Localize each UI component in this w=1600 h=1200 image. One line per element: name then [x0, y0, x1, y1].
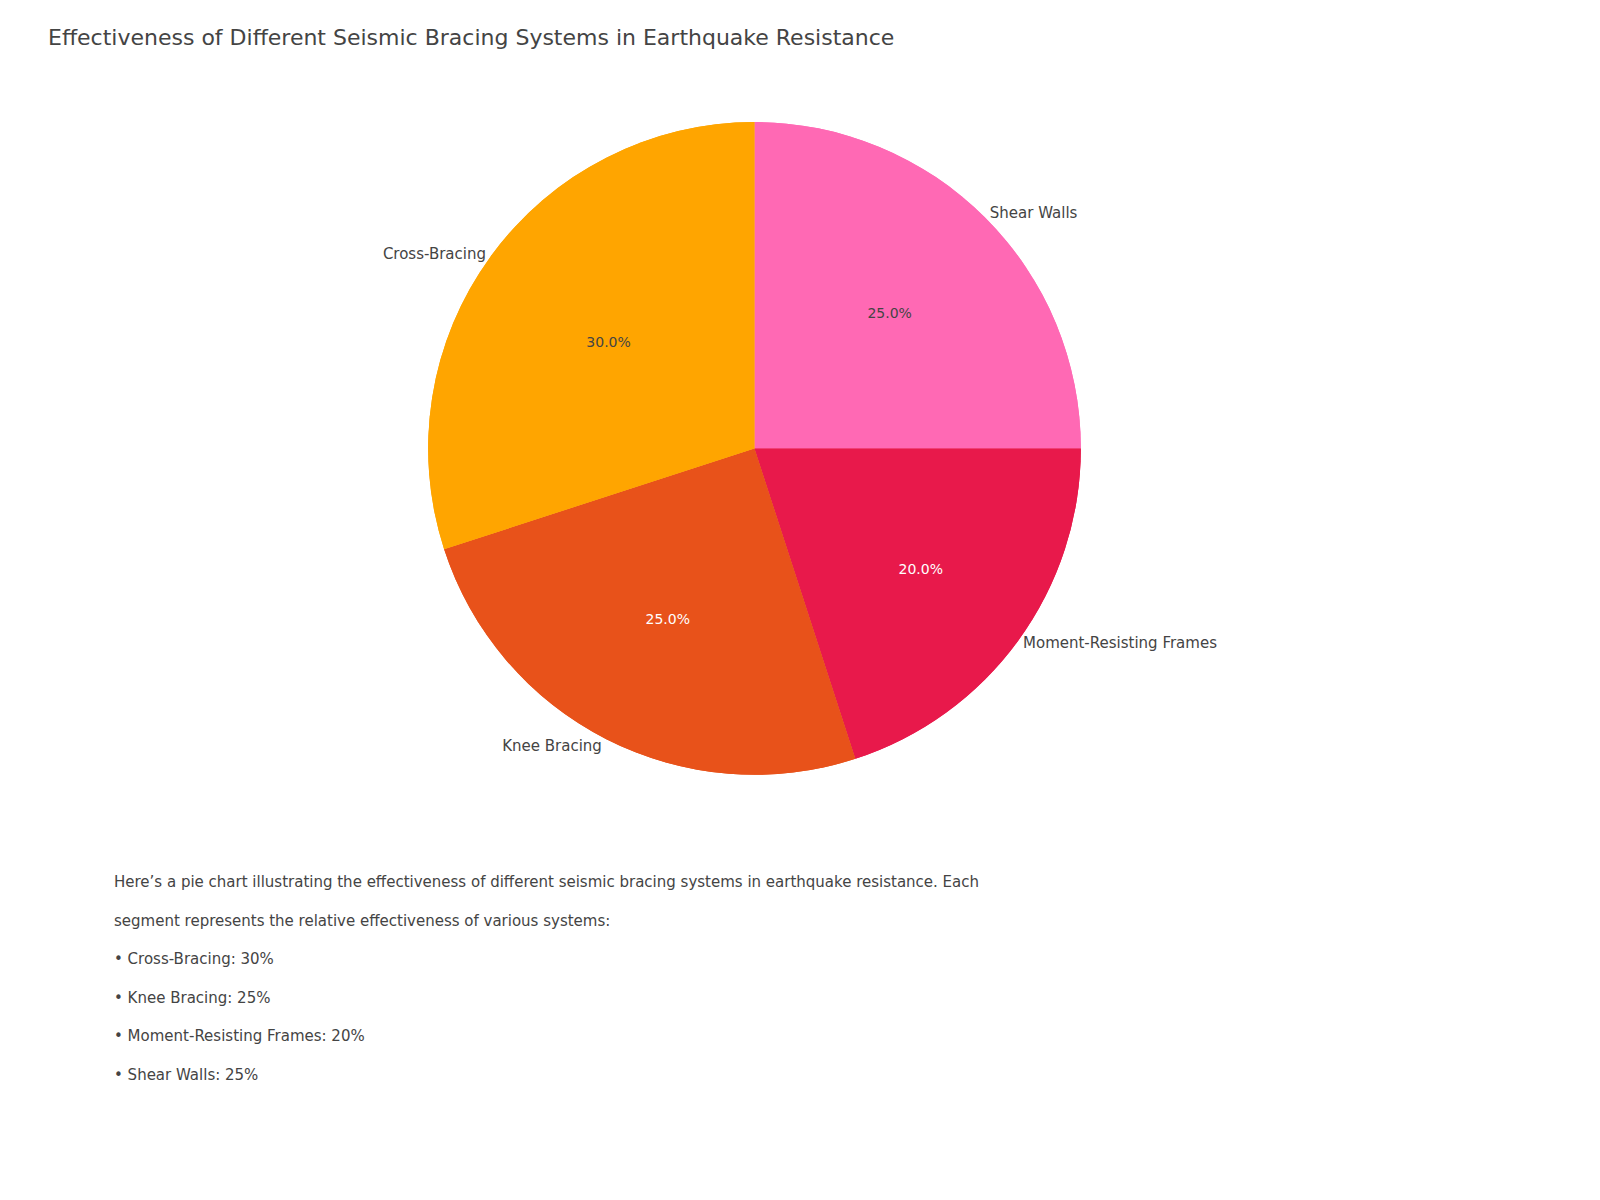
- svg-text:• Shear Walls: 25%: • Shear Walls: 25%: [114, 1066, 258, 1084]
- svg-text:25.0%: 25.0%: [867, 305, 911, 321]
- svg-text:25.0%: 25.0%: [645, 611, 689, 627]
- svg-text:Knee Bracing: Knee Bracing: [502, 737, 602, 755]
- svg-text:Effectiveness of Different Sei: Effectiveness of Different Seismic Braci…: [48, 25, 894, 50]
- svg-text:• Knee Bracing: 25%: • Knee Bracing: 25%: [114, 989, 270, 1007]
- svg-text:• Moment-Resisting Frames: 20%: • Moment-Resisting Frames: 20%: [114, 1027, 365, 1045]
- svg-text:20.0%: 20.0%: [899, 561, 943, 577]
- svg-text:Shear Walls: Shear Walls: [990, 204, 1078, 222]
- svg-text:Cross-Bracing: Cross-Bracing: [383, 245, 486, 263]
- svg-text:segment represents the relativ: segment represents the relative effectiv…: [114, 912, 610, 930]
- svg-text:Here’s a pie chart illustratin: Here’s a pie chart illustrating the effe…: [114, 873, 979, 891]
- svg-text:30.0%: 30.0%: [586, 334, 630, 350]
- svg-text:• Cross-Bracing: 30%: • Cross-Bracing: 30%: [114, 950, 274, 968]
- svg-text:Moment-Resisting Frames: Moment-Resisting Frames: [1023, 634, 1217, 652]
